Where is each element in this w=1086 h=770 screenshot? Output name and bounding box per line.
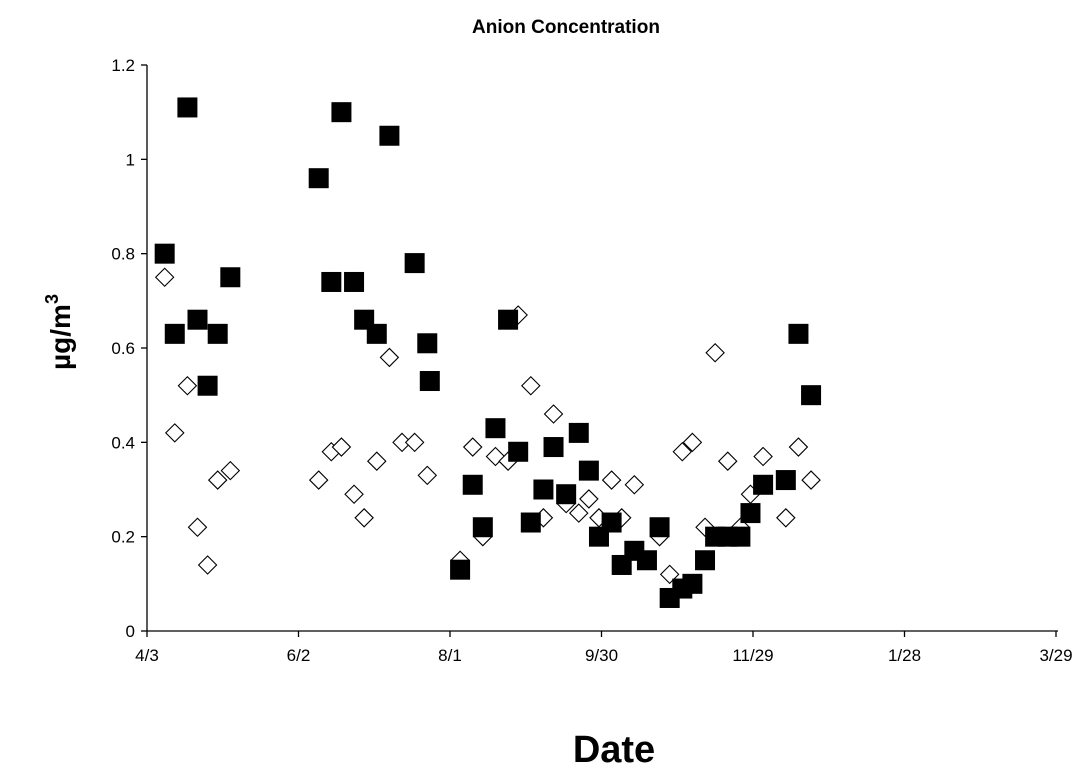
data-point-square — [788, 323, 809, 344]
data-point-diamond — [417, 465, 438, 486]
x-tick-label: 8/1 — [438, 646, 462, 665]
y-tick-label: 0.6 — [111, 339, 135, 358]
data-point-square — [649, 517, 670, 538]
data-point-square — [177, 97, 198, 118]
data-point-square — [775, 470, 796, 491]
data-point-diamond — [579, 489, 599, 509]
data-point-diamond — [220, 460, 241, 481]
data-point-square — [682, 573, 703, 594]
y-tick-label: 0.8 — [111, 245, 135, 264]
data-point-square — [462, 474, 483, 495]
data-point-square — [164, 323, 185, 344]
data-point-square — [485, 418, 506, 439]
data-point-square — [753, 474, 774, 495]
data-point-diamond — [354, 508, 374, 528]
y-tick-label: 0 — [126, 622, 135, 641]
data-point-diamond — [717, 451, 738, 471]
data-point-square — [601, 512, 622, 533]
x-axis-title: Date — [573, 729, 655, 770]
data-point-square — [498, 309, 519, 330]
x-tick-label: 3/29 — [1039, 646, 1072, 665]
data-point-diamond — [682, 432, 703, 453]
data-point-diamond — [187, 517, 208, 538]
data-point-square — [556, 484, 577, 505]
x-tick-label: 4/3 — [135, 646, 159, 665]
data-point-diamond — [379, 347, 400, 368]
data-point-diamond — [308, 470, 329, 490]
y-tick-label: 0.2 — [111, 528, 135, 547]
series-filled-squares — [154, 97, 822, 608]
data-point-diamond — [462, 437, 483, 457]
y-axis-title: µg/m3 — [42, 294, 76, 370]
data-point-square — [366, 323, 387, 344]
data-point-diamond — [344, 484, 364, 504]
x-tick-label: 6/2 — [287, 646, 311, 665]
y-axis-title-main: µg/m — [45, 304, 76, 370]
data-point-square — [331, 102, 352, 123]
data-point-diamond — [753, 446, 773, 467]
series-open-diamonds — [154, 267, 821, 585]
data-point-square — [695, 550, 716, 571]
data-point-diamond — [624, 475, 645, 495]
data-point-diamond — [776, 508, 796, 528]
data-point-diamond — [331, 437, 352, 457]
data-point-square — [450, 559, 471, 580]
x-tick-label: 9/30 — [585, 646, 618, 665]
data-point-square — [404, 253, 425, 274]
data-point-square — [321, 271, 342, 292]
data-point-square — [740, 503, 761, 524]
x-ticks: 4/3 6/2 8/1 9/30 11/29 1/28 3/29 — [135, 631, 1073, 665]
data-point-diamond — [801, 470, 821, 490]
y-axis-title-superscript: 3 — [42, 294, 62, 304]
data-point-square — [197, 375, 218, 396]
data-point-diamond — [568, 503, 589, 523]
data-point-square — [220, 267, 241, 288]
data-point-square — [344, 271, 365, 292]
data-point-square — [308, 168, 329, 189]
y-tick-label: 0.4 — [111, 433, 135, 452]
data-point-diamond — [705, 342, 725, 363]
y-ticks: 0 0.2 0.4 0.6 0.8 1 1.2 — [111, 56, 147, 641]
y-tick-label: 1 — [126, 150, 135, 169]
y-tick-label: 1.2 — [111, 56, 135, 75]
data-point-diamond — [164, 423, 185, 443]
data-point-square — [472, 517, 493, 538]
data-point-square — [568, 422, 589, 443]
data-point-square — [801, 385, 822, 406]
data-point-square — [520, 512, 541, 533]
data-point-diamond — [788, 437, 809, 457]
data-point-diamond — [177, 375, 198, 396]
x-tick-label: 11/29 — [732, 646, 773, 665]
data-point-diamond — [404, 432, 425, 453]
data-point-square — [419, 371, 440, 392]
data-point-square — [379, 125, 400, 146]
data-point-square — [543, 437, 564, 458]
data-point-square — [154, 243, 175, 264]
data-point-square — [578, 460, 599, 481]
data-point-diamond — [366, 451, 387, 471]
data-point-diamond — [197, 555, 218, 575]
data-point-diamond — [672, 441, 693, 462]
data-point-diamond — [601, 470, 622, 490]
data-point-square — [730, 526, 751, 547]
data-point-diamond — [543, 404, 564, 424]
x-tick-label: 1/28 — [888, 646, 921, 665]
data-point-diamond — [154, 267, 175, 288]
data-point-square — [417, 333, 438, 354]
data-point-square — [207, 323, 228, 344]
data-point-square — [508, 441, 529, 462]
data-point-square — [636, 550, 657, 571]
data-point-square — [187, 309, 208, 330]
data-point-diamond — [207, 470, 228, 490]
data-point-diamond — [521, 375, 541, 396]
data-point-square — [533, 479, 554, 500]
chart-title: Anion Concentration — [472, 17, 660, 38]
